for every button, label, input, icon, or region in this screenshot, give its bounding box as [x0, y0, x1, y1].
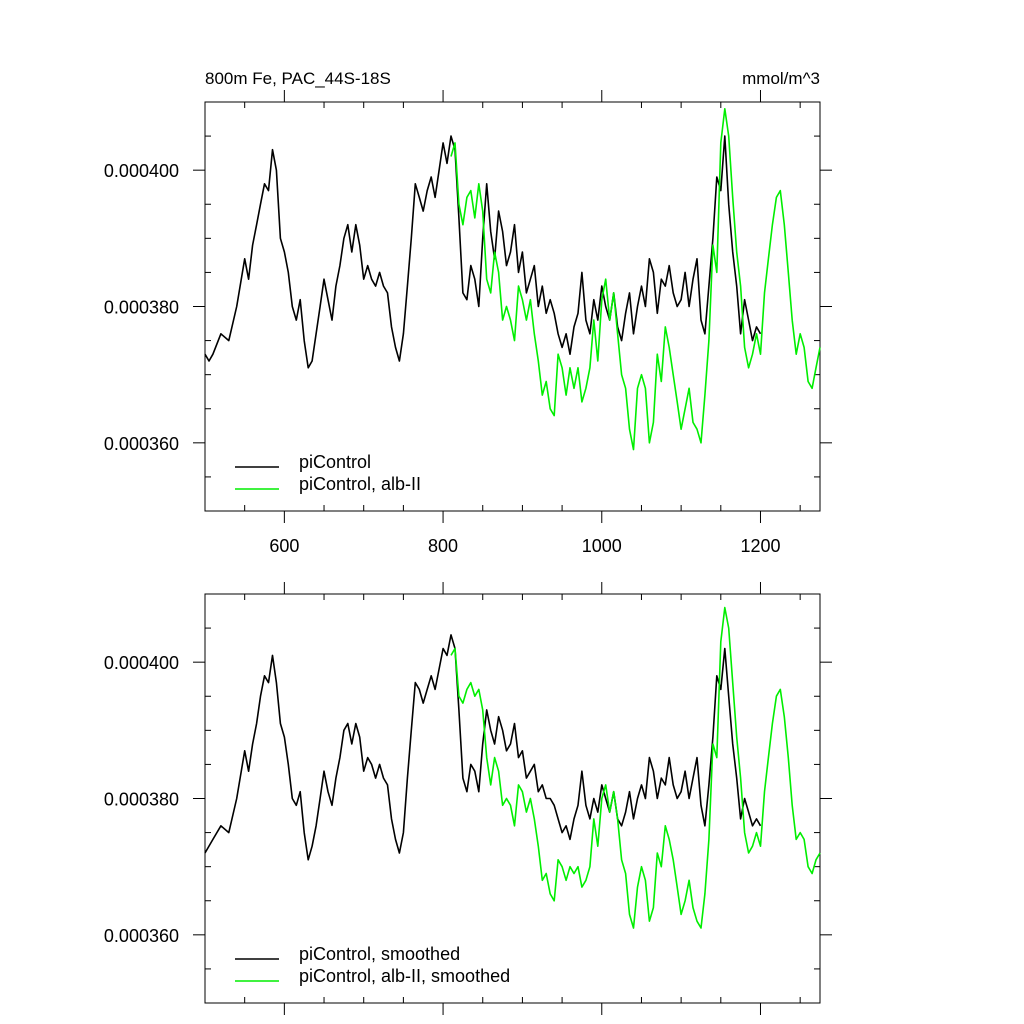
- y-tick-label: 0.000360: [104, 926, 179, 946]
- legend-entry: piControl, alb-II, smoothed: [299, 966, 510, 986]
- y-tick-label: 0.000380: [104, 298, 179, 318]
- chart-title: 800m Fe, PAC_44S-18S: [205, 69, 391, 88]
- legend-entry: piControl, alb-II: [299, 474, 421, 494]
- y-tick-label: 0.000380: [104, 790, 179, 810]
- y-tick-label: 0.000400: [104, 653, 179, 673]
- x-tick-label: 1200: [740, 536, 780, 556]
- series-line-picontrol-alb-ii: [450, 606, 821, 929]
- series-line-picontrol-alb-ii: [450, 108, 821, 451]
- legend-entry: piControl: [299, 452, 371, 472]
- x-tick-label: 600: [269, 536, 299, 556]
- plot-frame: [204, 101, 821, 512]
- legend-entry: piControl, smoothed: [299, 944, 460, 964]
- units-label: mmol/m^3: [742, 69, 820, 88]
- series-line-picontrol: [204, 634, 762, 861]
- bottom-panel: 0.000360 0.000380 0.000400 piControl, smoot…: [104, 582, 832, 1015]
- y-tick-label: 0.000400: [104, 161, 179, 181]
- series-line-picontrol: [204, 135, 762, 369]
- top-panel: 600 800 1000 1200 0.000360 0.000380 0.000400 80…: [104, 69, 832, 556]
- y-tick-label: 0.000360: [104, 434, 179, 454]
- x-tick-label: 1000: [582, 536, 622, 556]
- plot-frame: [204, 593, 821, 1004]
- x-tick-label: 800: [428, 536, 458, 556]
